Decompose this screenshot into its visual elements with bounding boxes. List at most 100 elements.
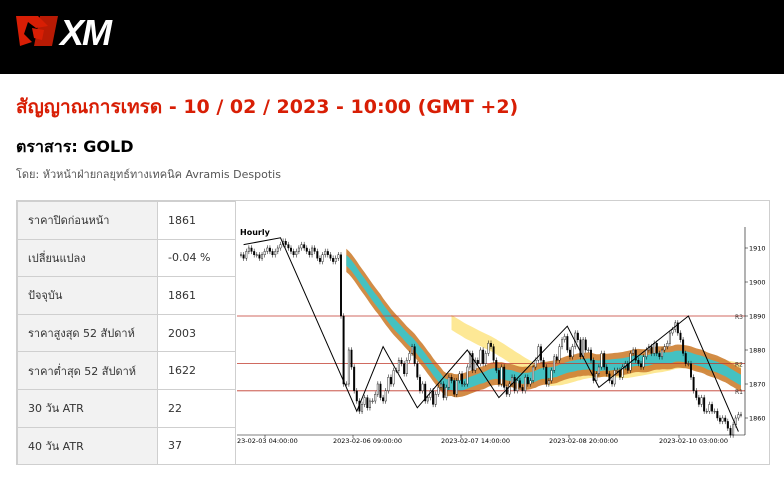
candle xyxy=(716,410,719,419)
candle xyxy=(642,356,645,368)
xm-logo[interactable]: XM xyxy=(14,12,134,50)
candle xyxy=(258,254,261,259)
candle xyxy=(279,244,282,249)
candle xyxy=(476,359,479,364)
candle xyxy=(263,251,266,256)
candle xyxy=(479,349,482,364)
candle xyxy=(382,397,385,402)
y-tick-label: 1890 xyxy=(749,313,766,321)
candle xyxy=(318,258,321,262)
candle xyxy=(537,346,540,361)
y-tick-label: 1910 xyxy=(749,245,766,253)
candle xyxy=(463,383,466,386)
stats-row: เปลี่ยนแปลง -0.04 % xyxy=(17,238,236,278)
candle xyxy=(297,247,300,252)
candle xyxy=(695,390,698,398)
candle xyxy=(303,244,306,249)
candle xyxy=(458,373,461,381)
stats-row: ราคาต่ำสุด 52 สัปดาห์ 1622 xyxy=(17,351,236,390)
candle xyxy=(713,410,716,413)
candle xyxy=(534,359,537,368)
candle xyxy=(600,353,603,368)
candle xyxy=(240,254,242,256)
candle xyxy=(518,380,521,388)
candle xyxy=(413,346,416,364)
candle xyxy=(253,251,256,256)
candle xyxy=(595,373,598,381)
candle xyxy=(621,366,624,378)
candle xyxy=(340,254,342,317)
candle xyxy=(737,414,740,419)
candle xyxy=(268,247,271,252)
signal-panel: ราคาปิดก่อนหน้า 1861 เปลี่ยนแปลง -0.04 % ปัจ… xyxy=(16,200,770,466)
candle xyxy=(663,346,666,351)
candle xyxy=(300,244,303,249)
candle xyxy=(726,421,729,429)
candle xyxy=(371,400,374,403)
candle xyxy=(284,241,287,245)
candle xyxy=(653,342,656,354)
candle xyxy=(632,349,635,354)
stats-value: 1861 xyxy=(157,276,236,315)
candle xyxy=(242,254,245,259)
candle xyxy=(666,342,669,347)
candle xyxy=(513,376,516,391)
candle xyxy=(682,339,685,354)
stats-value: -0.04 % xyxy=(157,238,236,278)
candle xyxy=(440,383,442,388)
candle xyxy=(416,363,419,378)
candle xyxy=(697,397,700,405)
candle xyxy=(571,346,574,358)
author-line: โดย: หัวหน้าฝ่ายกลยุทธ์ทางเทคนิค Avramis… xyxy=(16,168,281,181)
candle xyxy=(350,349,353,368)
candle xyxy=(455,380,458,395)
candle xyxy=(461,373,464,385)
candle xyxy=(497,370,500,385)
candle xyxy=(376,383,379,395)
candle xyxy=(437,387,440,395)
candle xyxy=(326,251,329,256)
pivot-level-label: R2 xyxy=(735,362,743,369)
candle xyxy=(445,387,448,398)
candle xyxy=(450,376,453,381)
stats-row: ปัจจุบัน 1861 xyxy=(17,276,236,315)
candle xyxy=(711,404,714,412)
candle xyxy=(392,370,395,385)
candle xyxy=(705,410,708,413)
candle xyxy=(287,244,290,249)
candle xyxy=(305,247,308,252)
x-tick-label: 2023-02-06 09:00:00 xyxy=(333,437,402,445)
candle xyxy=(553,356,556,371)
candle xyxy=(724,417,727,422)
candle xyxy=(545,366,548,385)
candle xyxy=(550,370,553,381)
candle xyxy=(592,359,595,381)
candle xyxy=(661,349,664,358)
candle xyxy=(355,390,358,402)
candle xyxy=(316,251,319,259)
candle xyxy=(563,336,566,340)
page-title: สัญญาณการเทรด - 10 / 02 / 2023 - 10:00 (… xyxy=(16,96,519,118)
candle xyxy=(363,397,366,405)
candle xyxy=(342,315,345,385)
candle xyxy=(542,359,545,368)
candle xyxy=(403,363,406,375)
candle xyxy=(442,383,445,398)
candle xyxy=(274,251,277,256)
candle xyxy=(608,373,611,381)
candle xyxy=(400,359,403,364)
stats-label: ปัจจุบัน xyxy=(17,276,158,315)
candle xyxy=(487,342,490,354)
candle xyxy=(645,349,648,358)
candle xyxy=(568,349,571,358)
candle xyxy=(676,322,679,334)
candle xyxy=(292,251,295,256)
candle xyxy=(474,359,477,371)
y-tick-label: 1870 xyxy=(749,381,766,389)
candle xyxy=(650,346,653,354)
candle xyxy=(690,363,692,378)
candle xyxy=(582,339,585,358)
candle xyxy=(532,366,535,381)
candle xyxy=(687,363,690,365)
candle xyxy=(471,353,474,371)
